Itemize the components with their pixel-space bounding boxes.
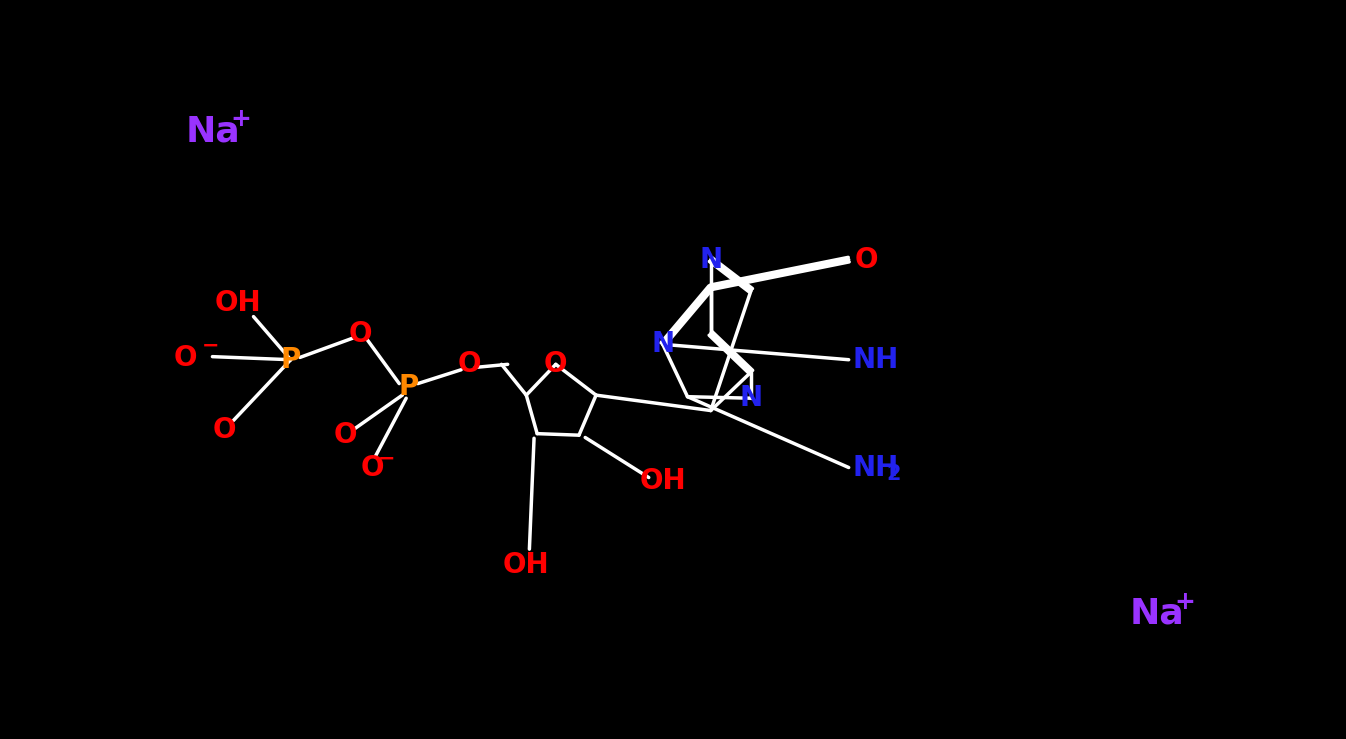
Text: P: P <box>398 373 419 401</box>
Text: O: O <box>349 319 373 347</box>
Text: O: O <box>544 350 568 378</box>
Text: +: + <box>230 107 252 132</box>
Text: N: N <box>739 384 763 412</box>
Text: O: O <box>855 245 879 273</box>
Text: O: O <box>213 416 236 444</box>
Text: O: O <box>458 350 481 378</box>
Text: OH: OH <box>215 289 261 317</box>
Text: −: − <box>202 335 219 355</box>
Text: Na: Na <box>186 114 240 148</box>
Text: +: + <box>1174 590 1195 614</box>
Text: O: O <box>334 421 357 449</box>
Text: −: − <box>378 449 396 469</box>
Text: OH: OH <box>639 467 686 495</box>
Text: O: O <box>361 454 385 483</box>
Text: N: N <box>651 330 674 358</box>
Text: NH: NH <box>852 346 899 374</box>
Text: N: N <box>699 245 723 273</box>
Text: Na: Na <box>1129 597 1184 631</box>
Text: 2: 2 <box>886 463 900 484</box>
Text: O: O <box>174 344 197 372</box>
Text: P: P <box>280 346 300 374</box>
Text: OH: OH <box>503 551 549 579</box>
Text: NH: NH <box>852 454 899 482</box>
